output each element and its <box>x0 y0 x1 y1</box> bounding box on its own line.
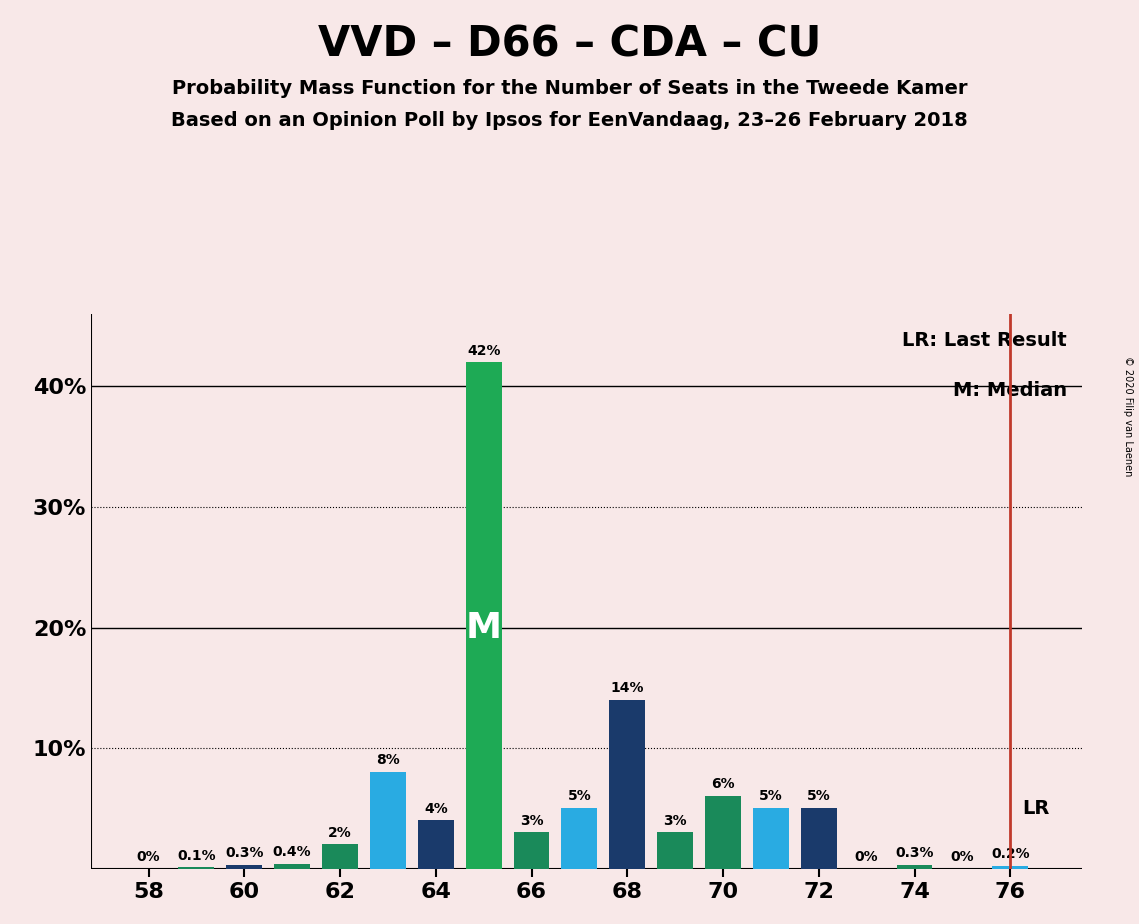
Text: 3%: 3% <box>519 814 543 828</box>
Text: M: Median: M: Median <box>953 381 1067 400</box>
Text: 0%: 0% <box>137 850 161 864</box>
Text: Based on an Opinion Poll by Ipsos for EenVandaag, 23–26 February 2018: Based on an Opinion Poll by Ipsos for Ee… <box>171 111 968 130</box>
Text: 4%: 4% <box>424 801 448 816</box>
Bar <box>753 808 789 869</box>
Bar <box>657 833 694 869</box>
Bar <box>179 868 214 869</box>
Text: 2%: 2% <box>328 826 352 840</box>
Text: 3%: 3% <box>663 814 687 828</box>
Text: LR: LR <box>1022 799 1049 818</box>
Text: Probability Mass Function for the Number of Seats in the Tweede Kamer: Probability Mass Function for the Number… <box>172 79 967 98</box>
Bar <box>322 845 358 869</box>
Bar <box>801 808 837 869</box>
Text: 5%: 5% <box>567 789 591 804</box>
Bar <box>562 808 597 869</box>
Bar <box>896 865 933 869</box>
Bar <box>466 362 501 869</box>
Bar <box>274 864 310 869</box>
Bar <box>992 866 1029 869</box>
Text: 5%: 5% <box>806 789 830 804</box>
Bar <box>418 821 453 869</box>
Text: 5%: 5% <box>759 789 782 804</box>
Text: © 2020 Filip van Laenen: © 2020 Filip van Laenen <box>1123 356 1133 476</box>
Bar <box>705 796 741 869</box>
Bar <box>227 865 262 869</box>
Text: 0.1%: 0.1% <box>178 848 215 862</box>
Text: 6%: 6% <box>711 777 735 792</box>
Bar <box>609 699 645 869</box>
Text: 42%: 42% <box>467 344 500 358</box>
Text: 0.3%: 0.3% <box>226 846 263 860</box>
Text: 0%: 0% <box>951 850 974 864</box>
Text: LR: Last Result: LR: Last Result <box>902 331 1067 350</box>
Text: VVD – D66 – CDA – CU: VVD – D66 – CDA – CU <box>318 23 821 65</box>
Bar <box>514 833 549 869</box>
Text: 0.3%: 0.3% <box>895 846 934 860</box>
Bar <box>370 772 405 869</box>
Text: 0.4%: 0.4% <box>273 845 311 859</box>
Text: M: M <box>466 611 501 645</box>
Text: 0%: 0% <box>854 850 878 864</box>
Text: 14%: 14% <box>611 681 644 695</box>
Text: 8%: 8% <box>376 753 400 767</box>
Text: 0.2%: 0.2% <box>991 847 1030 861</box>
